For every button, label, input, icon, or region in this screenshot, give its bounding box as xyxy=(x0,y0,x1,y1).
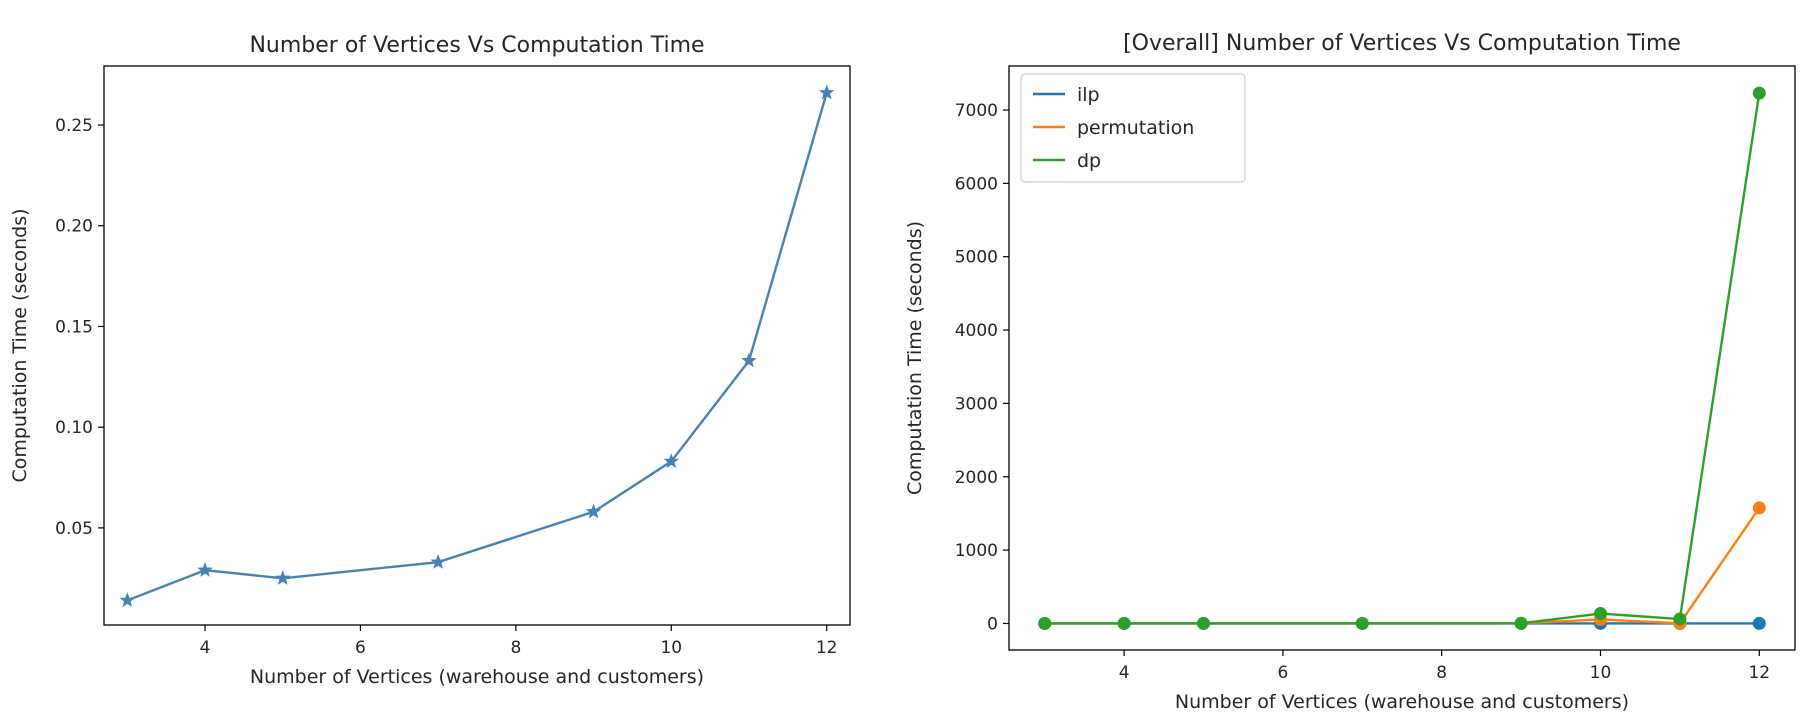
plot-frame xyxy=(1008,65,1796,651)
x-tick-label: 6 xyxy=(1277,663,1288,683)
x-tick-label: 8 xyxy=(1436,663,1447,683)
dp-point xyxy=(1593,607,1607,621)
y-tick-label: 6000 xyxy=(955,174,998,194)
series-point xyxy=(197,562,213,577)
x-tick-label: 10 xyxy=(1590,663,1612,683)
y-tick-label: 0.20 xyxy=(55,217,93,237)
legend-label-permutation: permutation xyxy=(1077,117,1194,139)
y-tick-label: 4000 xyxy=(955,321,998,341)
dp-point xyxy=(1355,616,1369,630)
x-tick-label: 10 xyxy=(660,638,682,658)
legend-label-ilp: ilp xyxy=(1077,84,1100,106)
series-point xyxy=(430,554,446,569)
dp-point xyxy=(1117,616,1131,630)
dp-line xyxy=(1044,92,1761,625)
x-tick-label: 12 xyxy=(816,638,838,658)
y-tick-label: 1000 xyxy=(955,541,998,561)
legend-label-dp: dp xyxy=(1077,150,1101,172)
series-point xyxy=(663,453,679,468)
x-tick-label: 4 xyxy=(200,638,211,658)
x-tick-label: 12 xyxy=(1748,663,1770,683)
chart-title: Number of Vertices Vs Computation Time xyxy=(249,33,704,58)
permutation-point xyxy=(1752,501,1766,515)
legend: ilp permutation dp xyxy=(1020,73,1246,183)
x-axis-label: Number of Vertices (warehouse and custom… xyxy=(1175,691,1629,713)
dp-point xyxy=(1752,86,1766,100)
x-tick-label: 8 xyxy=(510,638,521,658)
y-tick-label: 0.25 xyxy=(55,116,93,136)
chart-right: [Overall] Number of Vertices Vs Computat… xyxy=(904,31,1796,713)
chart-title: [Overall] Number of Vertices Vs Computat… xyxy=(1123,31,1681,56)
series-point xyxy=(818,84,835,100)
dp-point xyxy=(1673,612,1687,626)
series-point xyxy=(585,503,602,519)
dp-point xyxy=(1038,616,1052,630)
y-axis-label: Computation Time (seconds) xyxy=(904,221,926,495)
y-tick-label: 0.15 xyxy=(55,317,93,337)
dp-point xyxy=(1197,616,1211,630)
x-axis-label: Number of Vertices (warehouse and custom… xyxy=(250,666,704,688)
y-tick-label: 5000 xyxy=(955,248,998,268)
y-tick-label: 0.05 xyxy=(55,519,93,539)
series-point xyxy=(741,352,757,368)
y-tick-label: 0 xyxy=(987,614,998,634)
y-tick-label: 3000 xyxy=(955,394,998,414)
y-axis-label: Computation Time (seconds) xyxy=(9,208,31,482)
y-tick-label: 7000 xyxy=(955,101,998,121)
chart-left: Number of Vertices Vs Computation Time 4 6… xyxy=(9,33,851,688)
x-tick-label: 4 xyxy=(1119,663,1130,683)
y-tick-label: 0.10 xyxy=(55,418,93,438)
series-line xyxy=(126,92,828,602)
y-tick-label: 2000 xyxy=(955,468,998,488)
ilp-point xyxy=(1752,616,1766,630)
series-point xyxy=(119,592,136,607)
dp-point xyxy=(1514,616,1528,630)
series-point xyxy=(275,570,291,585)
x-tick-label: 6 xyxy=(355,638,366,658)
plot-frame xyxy=(103,65,851,626)
permutation-line xyxy=(1044,507,1761,625)
legend-box xyxy=(1020,73,1246,183)
